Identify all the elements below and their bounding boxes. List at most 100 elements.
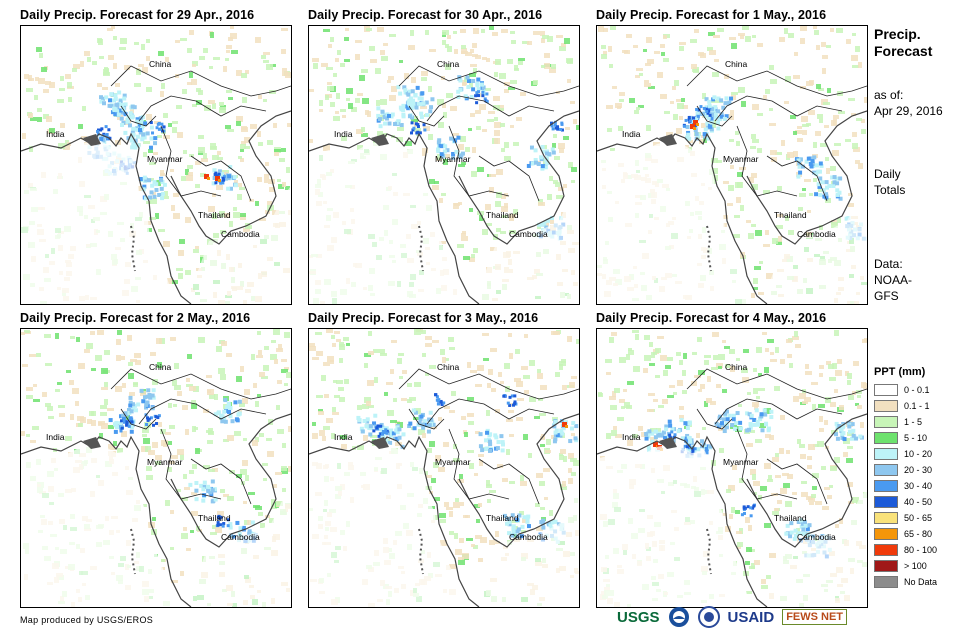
precip-cell <box>618 126 623 131</box>
precip-cell <box>239 187 245 190</box>
precip-cell <box>494 435 499 440</box>
precip-cell <box>816 45 820 50</box>
precip-cell <box>522 515 527 520</box>
precip-cell <box>694 131 699 136</box>
precip-cell <box>76 337 80 342</box>
precip-cell <box>163 113 168 118</box>
precip-cell <box>164 191 168 196</box>
precip-cell <box>495 446 500 451</box>
precip-cell <box>231 50 238 54</box>
precip-cell <box>834 421 839 426</box>
precip-cell <box>422 148 428 153</box>
precip-cell <box>386 382 393 385</box>
precip-cell <box>553 437 558 442</box>
precip-cell <box>222 175 226 179</box>
precip-cell <box>157 135 162 138</box>
precip-cell <box>49 128 55 133</box>
precip-map <box>21 329 291 607</box>
precip-cell <box>759 423 766 428</box>
country-border <box>408 408 445 430</box>
precip-cell <box>195 246 199 249</box>
precip-cell <box>805 527 810 532</box>
precip-cell <box>486 484 492 488</box>
precip-cell <box>800 26 807 31</box>
precip-cell <box>663 58 669 62</box>
precip-cell <box>133 383 138 387</box>
precip-cell <box>234 431 241 436</box>
precip-cell <box>402 370 407 374</box>
precip-cell <box>451 151 456 156</box>
precip-cell <box>473 248 478 253</box>
precip-cell <box>806 232 812 238</box>
precip-cell <box>481 29 485 33</box>
precip-cell <box>552 519 557 524</box>
precip-cell <box>33 384 37 387</box>
asof-label: as of: <box>874 88 904 102</box>
precip-cell <box>98 39 103 45</box>
precip-cell <box>469 73 476 77</box>
precip-cell <box>864 338 867 342</box>
precip-cell <box>415 131 419 135</box>
precip-cell <box>122 383 126 388</box>
precip-cell <box>527 41 532 45</box>
precip-cell <box>544 63 550 69</box>
precip-cell <box>454 49 458 54</box>
precip-cell <box>746 505 750 509</box>
precip-cell <box>763 244 770 247</box>
precip-cell <box>384 440 389 445</box>
precip-cell <box>749 413 754 418</box>
precip-cell <box>226 50 230 53</box>
precip-cell <box>451 391 456 396</box>
precip-cell <box>501 29 508 33</box>
precip-cell <box>708 32 715 36</box>
precip-cell <box>149 136 154 141</box>
precip-cell <box>117 330 122 335</box>
precip-cell <box>510 394 514 398</box>
precip-cell <box>755 419 760 424</box>
precip-cell <box>746 443 753 447</box>
precip-cell <box>474 504 480 508</box>
precip-cell <box>170 169 174 172</box>
precip-cell <box>824 125 829 128</box>
precip-cell <box>617 106 621 109</box>
precip-cell <box>673 433 677 437</box>
precip-cell <box>214 181 218 185</box>
precip-cell <box>500 440 505 445</box>
precip-cell <box>668 423 673 428</box>
precip-cell <box>814 192 819 197</box>
precip-cell <box>769 409 774 414</box>
precip-cell <box>407 114 412 119</box>
precip-cell <box>285 186 290 190</box>
precip-cell <box>136 402 141 407</box>
precip-cell <box>719 98 724 103</box>
precip-cell <box>736 358 740 361</box>
precip-cell <box>550 124 554 128</box>
precip-cell <box>688 140 693 143</box>
precip-cell <box>736 197 741 203</box>
precip-cell <box>129 392 135 396</box>
precip-cell <box>477 167 484 172</box>
precip-cell <box>185 429 189 435</box>
precip-cell <box>739 167 746 170</box>
precip-cell <box>734 215 740 218</box>
precip-cell <box>58 405 65 408</box>
precip-cell <box>682 390 687 394</box>
precip-cell <box>721 417 726 422</box>
precip-cell <box>511 524 516 529</box>
precip-cell <box>635 334 639 340</box>
precip-cell <box>752 35 756 38</box>
precip-cell <box>126 414 130 420</box>
precip-cell <box>267 140 273 145</box>
precip-cell <box>82 106 86 111</box>
noaa-logo-icon <box>668 607 689 627</box>
precip-cell <box>421 425 426 430</box>
precip-cell <box>414 329 421 335</box>
precip-cell <box>442 103 446 108</box>
precip-cell <box>498 372 502 377</box>
precip-cell <box>187 165 193 169</box>
precip-cell <box>48 416 54 419</box>
precip-cell <box>712 332 719 337</box>
precip-cell <box>426 429 431 434</box>
precip-cell <box>687 115 691 119</box>
precip-cell <box>29 354 36 357</box>
